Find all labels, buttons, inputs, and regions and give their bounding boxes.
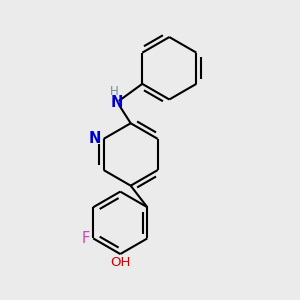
- Text: H: H: [110, 85, 119, 98]
- Text: N: N: [111, 95, 124, 110]
- Text: OH: OH: [110, 256, 130, 268]
- Text: N: N: [88, 131, 101, 146]
- Text: F: F: [81, 231, 90, 246]
